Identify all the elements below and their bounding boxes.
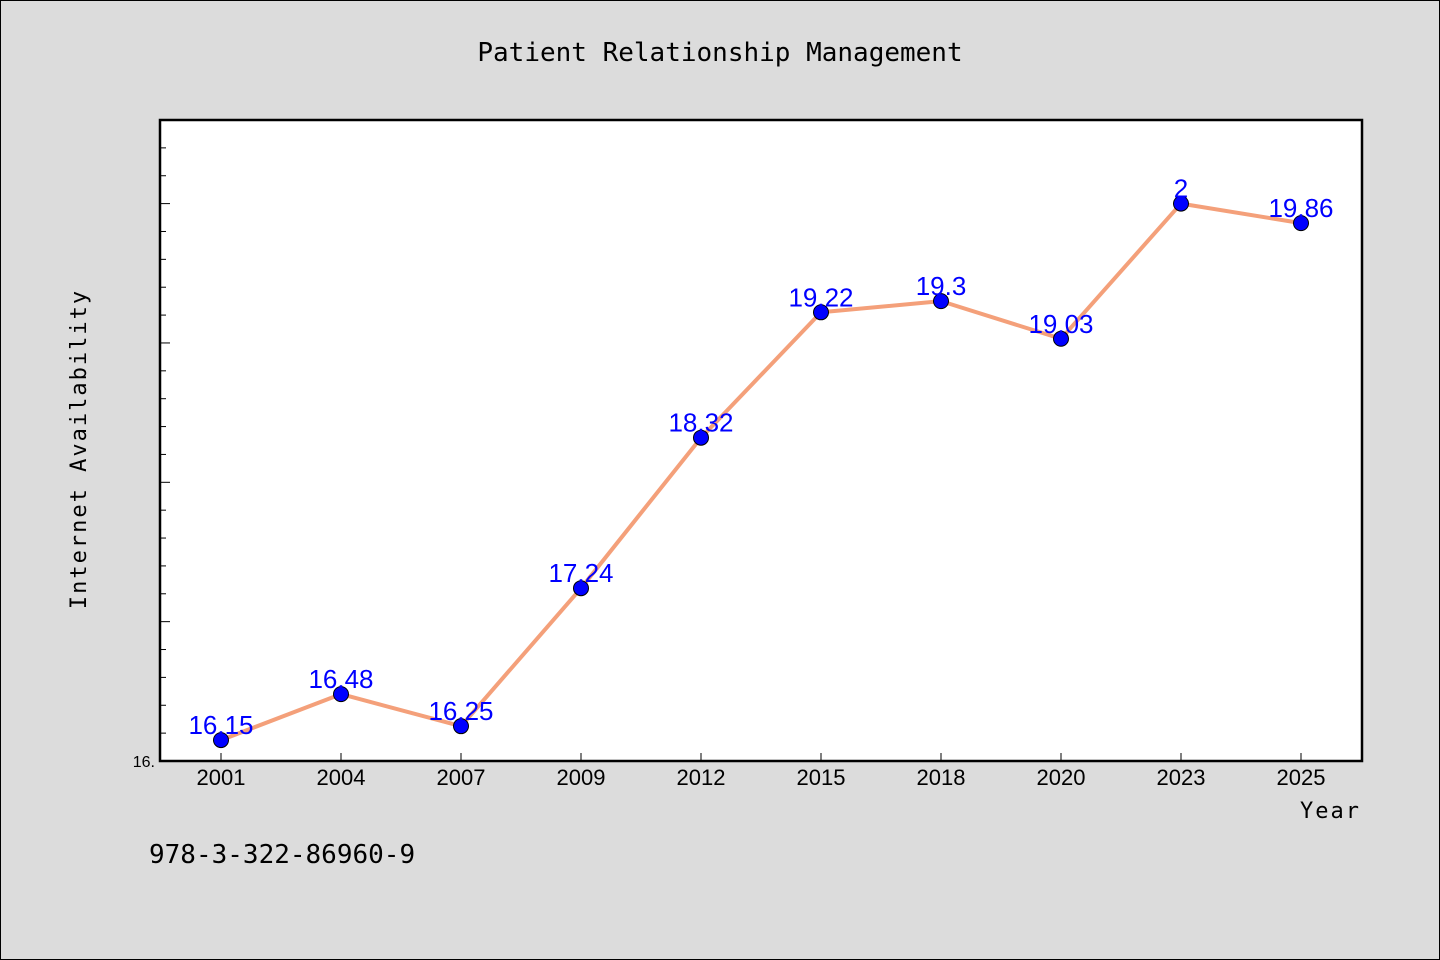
- data-point: [573, 580, 589, 597]
- x-tick-label: 2012: [677, 765, 726, 790]
- data-point: [1053, 330, 1069, 347]
- x-tick-label: 2009: [557, 765, 606, 790]
- x-axis-ticks: 2001 2004 2007 2009 2012 2015 2018 2020 2023 2025: [197, 753, 1326, 790]
- data-point: [333, 686, 349, 703]
- series-line: [220, 201, 1302, 742]
- data-label: 17.24: [548, 558, 613, 588]
- x-tick-label: 2025: [1277, 765, 1326, 790]
- data-point: [1173, 195, 1189, 212]
- footnote: 978-3-322-86960-9: [149, 840, 415, 870]
- x-axis-label: Year: [1300, 799, 1361, 824]
- data-point: [933, 293, 949, 310]
- x-tick-label: 2015: [797, 765, 846, 790]
- data-point: [693, 429, 709, 446]
- data-labels: 16.15 16.48 16.25 17.24 18.32 19.22 19.3 19.03 2…: [188, 174, 1333, 740]
- data-label: 19.86: [1268, 193, 1333, 223]
- data-label: 19.03: [1028, 309, 1093, 339]
- x-tick-label: 2007: [437, 765, 486, 790]
- data-label: 2: [1174, 174, 1188, 204]
- data-label: 16.15: [188, 710, 253, 740]
- series-points: [213, 195, 1309, 749]
- x-tick-label: 2004: [317, 765, 366, 790]
- data-label: 18.32: [668, 408, 733, 438]
- data-point: [1293, 215, 1309, 232]
- y-axis-label: Internet Availability: [67, 289, 92, 609]
- data-label: 19.3: [916, 271, 967, 301]
- data-point: [453, 718, 469, 735]
- y-tick-label: 16.: [133, 754, 155, 771]
- data-label: 19.22: [788, 282, 853, 312]
- x-tick-label: 2020: [1037, 765, 1086, 790]
- x-tick-label: 2023: [1157, 765, 1206, 790]
- data-point: [213, 732, 229, 749]
- chart-title: Patient Relationship Management: [477, 38, 962, 68]
- y-axis-ticks: [160, 119, 170, 762]
- data-label: 16.25: [428, 696, 493, 726]
- x-tick-label: 2018: [917, 765, 966, 790]
- data-label: 16.48: [308, 664, 373, 694]
- data-point: [813, 304, 829, 321]
- x-tick-label: 2001: [197, 765, 246, 790]
